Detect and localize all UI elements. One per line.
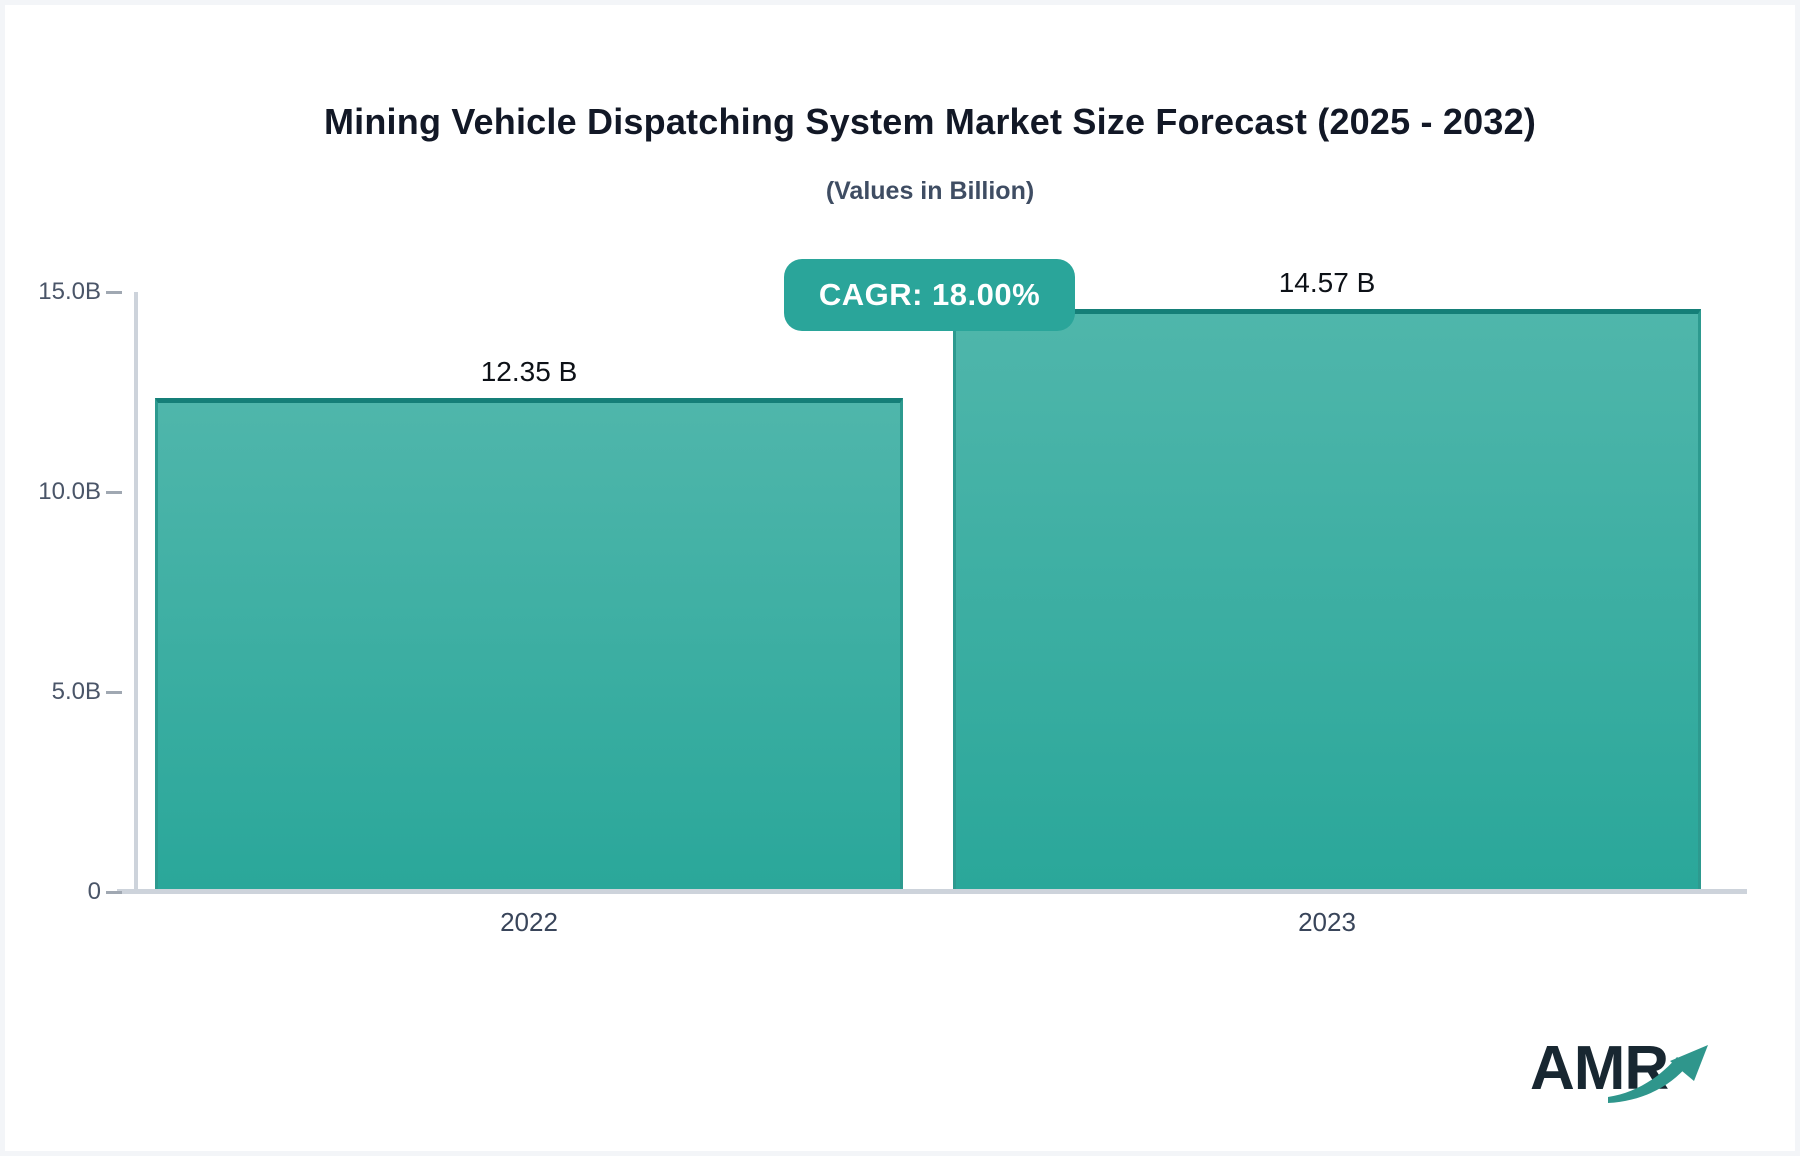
- bar-2023[interactable]: [953, 309, 1701, 889]
- y-tick-dash: [106, 691, 122, 694]
- y-tick-dash: [106, 491, 122, 494]
- y-tick-dash: [106, 291, 122, 294]
- chart-subtitle: (Values in Billion): [825, 177, 1035, 205]
- growth-arrow-icon: [1608, 1045, 1708, 1103]
- x-category-label-2023: 2023: [1298, 907, 1356, 937]
- bar-value-label-2022: 12.35 B: [480, 356, 578, 387]
- y-axis-line: [134, 292, 138, 894]
- bar-2022[interactable]: [155, 398, 903, 889]
- x-category-label-2022: 2022: [500, 907, 558, 937]
- x-axis-line: [117, 889, 1747, 894]
- chart-title: Mining Vehicle Dispatching System Market…: [323, 101, 1537, 142]
- amr-logo: AMR: [1530, 1033, 1750, 1123]
- cagr-badge: CAGR: 18.00%: [784, 259, 1075, 331]
- y-tick-dash: [106, 891, 122, 894]
- y-tick-label-15.0B: 15.0B: [38, 278, 101, 305]
- bar-value-label-2023: 14.57 B: [1278, 267, 1376, 299]
- y-tick-label-0: 0: [87, 878, 101, 905]
- y-tick-label-10.0B: 10.0B: [38, 478, 101, 505]
- plot-area: 15.0B 10.0B 5.0B 0 12.35 B 2022 14.57 B 2023: [5, 5, 1795, 1151]
- y-tick-label-5.0B: 5.0B: [51, 678, 101, 705]
